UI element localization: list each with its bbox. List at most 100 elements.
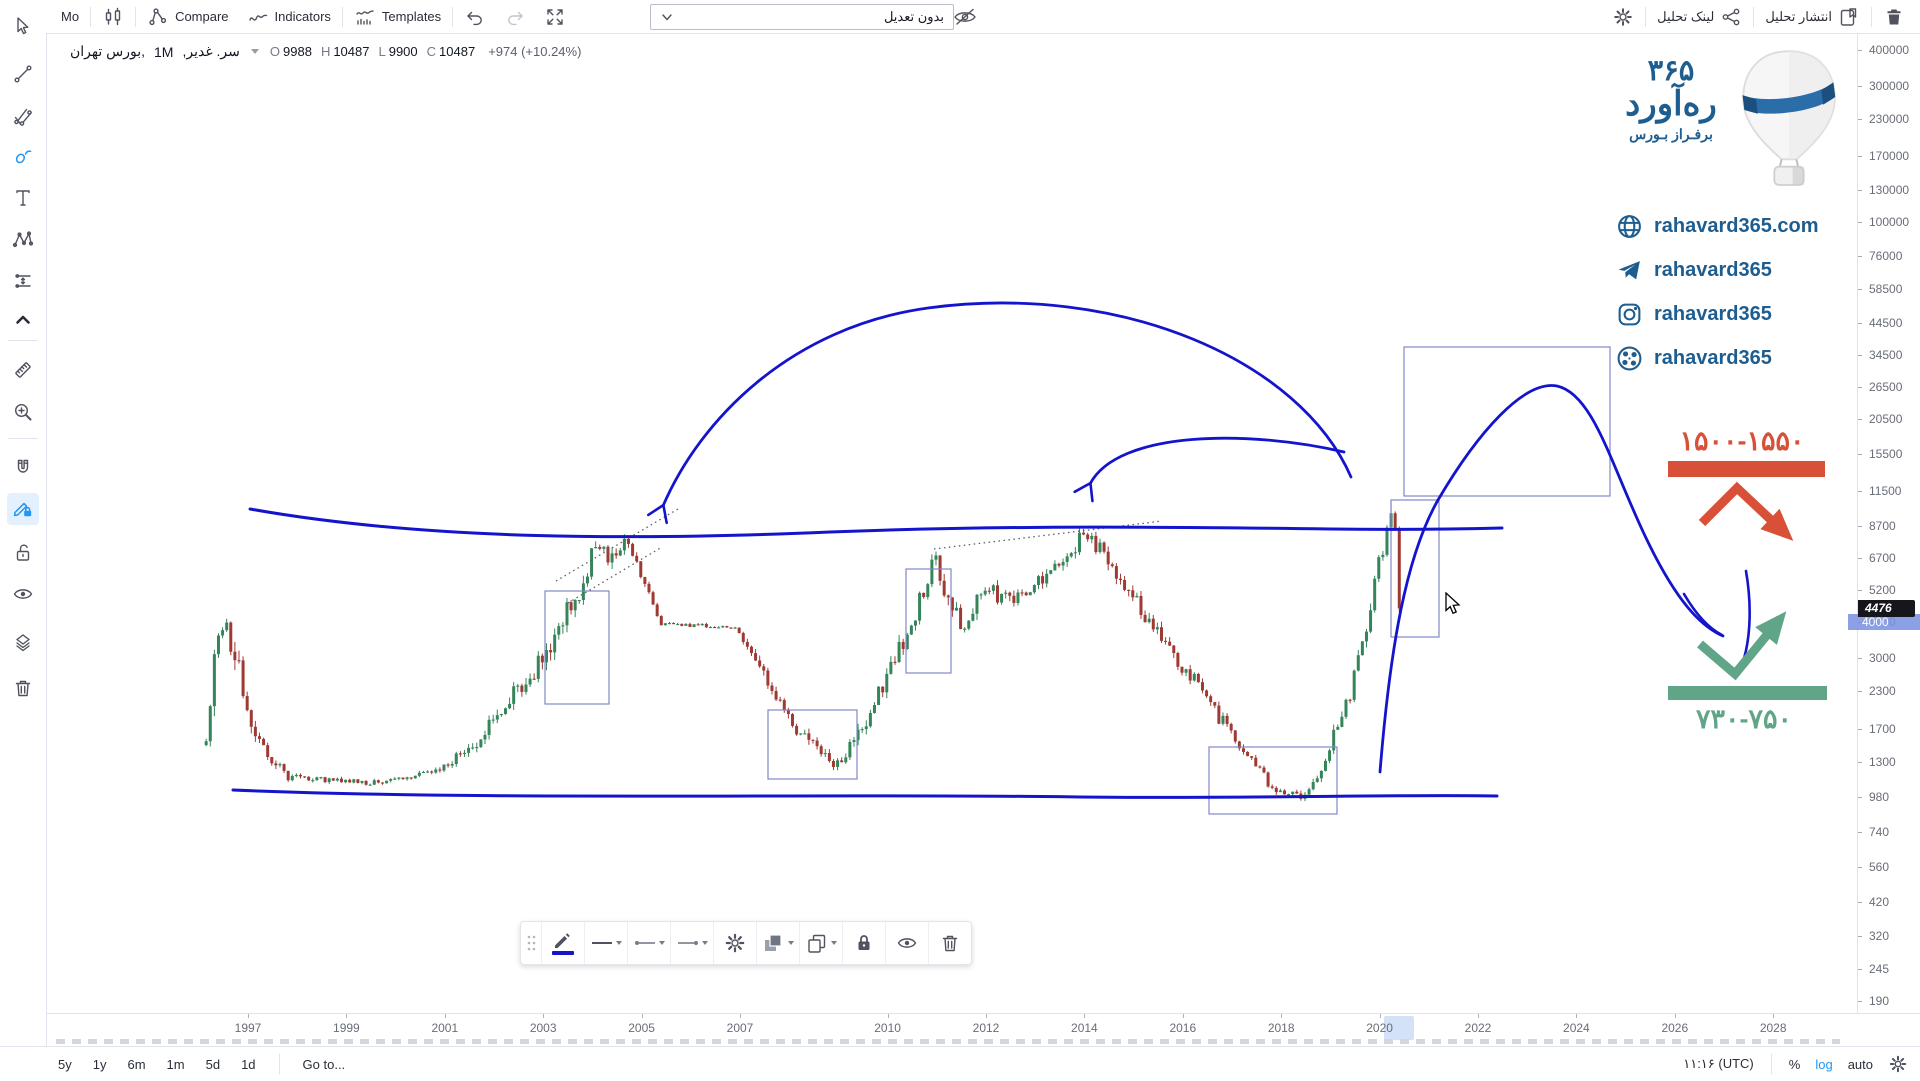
- mouse-cursor: [1445, 592, 1461, 615]
- undo-button[interactable]: [455, 0, 495, 33]
- price-axis-label: 420: [1869, 895, 1890, 910]
- log-scale-button[interactable]: log: [1815, 1056, 1833, 1072]
- visual-order-button[interactable]: [756, 922, 799, 964]
- cursor-tool-button[interactable]: [7, 10, 39, 42]
- compare-button[interactable]: Compare: [138, 0, 237, 33]
- line-start-style-button[interactable]: [627, 922, 670, 964]
- collapse-toolbar-button[interactable]: [7, 304, 39, 336]
- time-axis[interactable]: 1997 1999 2001 2003 2005 2007 2010 2012 2014 2016…: [46, 1013, 1920, 1047]
- price-axis-tick: [1858, 453, 1862, 455]
- axis-drag-dashes[interactable]: [56, 1039, 1840, 1044]
- price-axis-tick: [1858, 936, 1862, 938]
- time-axis-tick: [986, 1014, 987, 1018]
- sidebar-divider: [8, 438, 38, 439]
- price-axis-tick: [1858, 354, 1862, 356]
- time-axis-tick: [887, 1014, 889, 1018]
- magnet-mode-button[interactable]: [7, 452, 39, 484]
- price-axis-tick: [1858, 50, 1862, 51]
- price-axis-label: 130000: [1869, 182, 1910, 197]
- pitchfork-tool-button[interactable]: [7, 100, 39, 132]
- color-picker-button[interactable]: [541, 922, 584, 964]
- telegram-icon: [1618, 260, 1640, 279]
- drawing-mode-lock-button[interactable]: [7, 493, 39, 525]
- hide-all-drawings-button[interactable]: [7, 578, 39, 610]
- xabcd-pattern-tool-button[interactable]: [7, 224, 39, 256]
- brand-name: ره‌آورد: [1625, 85, 1717, 123]
- position-tool-button[interactable]: [7, 265, 39, 297]
- toolbar-divider: [341, 6, 343, 27]
- range-button-6m[interactable]: 6m: [127, 1056, 146, 1072]
- candlestick-icon: [105, 7, 121, 25]
- range-button-5y[interactable]: 5y: [58, 1056, 72, 1072]
- time-axis-label: 2005: [628, 1021, 655, 1035]
- brand-365: ۳۶۵: [1647, 55, 1695, 87]
- chart-type-button[interactable]: [93, 0, 133, 33]
- line-width-button[interactable]: [584, 922, 627, 964]
- time-axis-tick: [1379, 1014, 1381, 1018]
- fullscreen-button[interactable]: [535, 0, 575, 33]
- sidebar-divider: [8, 340, 38, 341]
- goto-button[interactable]: Go to...: [302, 1056, 346, 1072]
- price-axis-label: 320: [1869, 929, 1890, 944]
- time-axis-label: 2014: [1071, 1021, 1098, 1035]
- delete-button[interactable]: [928, 922, 971, 964]
- time-axis-tick: [1576, 1014, 1578, 1018]
- time-axis-tick: [740, 1014, 741, 1018]
- range-button-1m[interactable]: 1m: [166, 1056, 185, 1072]
- clock: ۱۱:۱۶ (UTC): [1683, 1056, 1754, 1071]
- toolbar-divider: [1770, 1054, 1772, 1074]
- clone-button[interactable]: [799, 922, 842, 964]
- templates-button[interactable]: Templates: [345, 0, 450, 33]
- instagram-link: rahavard365: [1616, 292, 1844, 336]
- analysis-link-button[interactable]: لینک تحلیل: [1648, 0, 1751, 33]
- price-axis-label: 245: [1869, 962, 1890, 977]
- price-axis-tick: [1858, 558, 1862, 560]
- interval-button[interactable]: Mo: [61, 9, 80, 24]
- chevron-down-icon: [831, 941, 837, 945]
- drag-handle[interactable]: [521, 922, 541, 964]
- settings-button[interactable]: [713, 922, 756, 964]
- range-button-1y[interactable]: 1y: [92, 1056, 107, 1072]
- chart-settings-button[interactable]: [1603, 0, 1643, 33]
- range-button-5d[interactable]: 5d: [205, 1056, 221, 1072]
- trash-filled-icon: [1887, 9, 1901, 24]
- time-axis-tick: [444, 1014, 446, 1018]
- brush-icon: [15, 150, 32, 164]
- price-axis[interactable]: 400000 300000 230000 170000 130000 100000 7600…: [1848, 34, 1920, 1013]
- lock-button[interactable]: [842, 922, 885, 964]
- pencil-icon: [555, 932, 570, 948]
- drawing-toolbar: [0, 0, 47, 1046]
- text-tool-button[interactable]: [7, 182, 39, 214]
- measure-tool-button[interactable]: [7, 354, 39, 386]
- remove-drawings-button[interactable]: [7, 672, 39, 704]
- gear-icon[interactable]: [1888, 1054, 1908, 1074]
- hand-drawn-annotations[interactable]: [231, 301, 1827, 815]
- instagram-icon: [1618, 303, 1641, 325]
- range-button-1d[interactable]: 1d: [241, 1056, 256, 1072]
- chevron-down-icon: [659, 941, 665, 945]
- publish-analysis-button[interactable]: انتشار تحلیل: [1756, 0, 1869, 33]
- price-axis-label: 76000: [1869, 249, 1903, 264]
- delete-analysis-button[interactable]: [1874, 0, 1914, 33]
- zoom-in-button[interactable]: [7, 396, 39, 428]
- time-axis-label: 2010: [874, 1021, 901, 1035]
- price-axis-tick: [1858, 832, 1862, 834]
- line-end-style-button[interactable]: [670, 922, 713, 964]
- auto-scale-button[interactable]: auto: [1847, 1056, 1873, 1072]
- trend-line-tool-button[interactable]: [7, 58, 39, 90]
- price-axis-label: 44500: [1869, 315, 1903, 330]
- object-tree-button[interactable]: [7, 626, 39, 658]
- lock-all-drawings-button[interactable]: [7, 536, 39, 568]
- branding-watermark: ۳۶۵ ره‌آورد برفـراز بـورس rahavard365.co…: [1608, 44, 1844, 380]
- indicators-button[interactable]: Indicators: [238, 0, 340, 33]
- brush-tool-button[interactable]: [7, 141, 39, 173]
- redo-button[interactable]: [495, 0, 535, 33]
- chevron-down-icon: [616, 941, 622, 945]
- adjustment-dropdown[interactable]: بدون تعدیل: [650, 4, 954, 30]
- percent-scale-button[interactable]: %: [1788, 1056, 1801, 1072]
- hide-indicator-button[interactable]: [948, 2, 982, 31]
- drag-dots-icon: [527, 935, 536, 951]
- visibility-button[interactable]: [885, 922, 928, 964]
